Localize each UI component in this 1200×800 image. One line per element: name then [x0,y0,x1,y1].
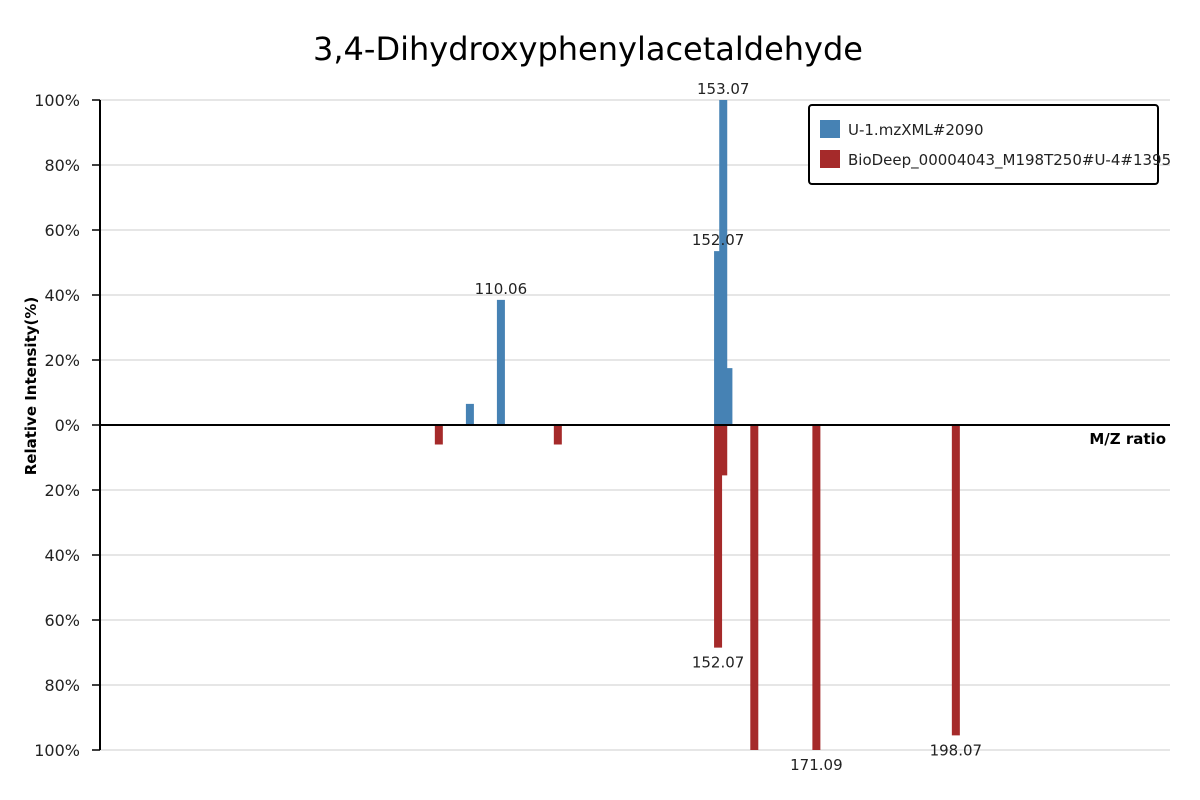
reference-peak-bar [812,425,821,750]
y-tick-label: 60% [44,221,80,240]
query-peak-bar [724,368,733,425]
legend: U-1.mzXML#2090 BioDeep_00004043_M198T250… [808,104,1171,185]
reference-peak-bar [719,425,728,476]
y-tick-label: 80% [44,676,80,695]
y-tick-label: 80% [44,156,80,175]
chart-title: 3,4-Dihydroxyphenylacetaldehyde [313,30,863,68]
gridlines [100,99,1170,751]
reference-peak-bar [750,425,759,750]
query-peak-bar [465,403,474,425]
peak-label: 152.07 [692,654,745,672]
y-tick-label: 0% [55,416,80,435]
y-tick-label: 40% [44,546,80,565]
legend-box [808,104,1159,185]
y-tick-label: 40% [44,286,80,305]
peak-label: 198.07 [930,741,983,759]
peak-label: 153.07 [697,80,750,98]
y-axis-title: Relative Intensity(%) [22,297,40,476]
legend-swatch-reference [820,150,840,168]
y-tick-label: 100% [34,741,80,760]
query-peak-bar [714,251,723,425]
reference-peak-bar [553,425,562,445]
y-tick-label: 60% [44,611,80,630]
legend-label-query: U-1.mzXML#2090 [848,121,984,139]
y-axis-ticks: 100% 80% 60% 40% 20% 0% 20% 40% 60% 80% 100% [34,91,100,760]
query-peak-bar [719,100,728,425]
peaks [434,100,960,750]
query-peak-bar [496,299,505,425]
reference-peak-bar [434,425,443,445]
peak-label: 152.07 [692,231,745,249]
reference-peak-bar [951,425,960,736]
x-axis-title: M/Z ratio [1089,430,1166,448]
reference-peak-bar [714,425,723,648]
peak-label: 110.06 [475,280,528,298]
y-tick-label: 100% [34,91,80,110]
legend-swatch-query [820,120,840,138]
legend-label-reference: BioDeep_00004043_M198T250#U-4#1395 [848,151,1171,170]
y-tick-label: 20% [44,351,80,370]
peak-label: 171.09 [790,756,843,774]
peak-labels: 110.06 152.07 153.07 152.07 171.09 198.07 [475,80,982,774]
y-tick-label: 20% [44,481,80,500]
